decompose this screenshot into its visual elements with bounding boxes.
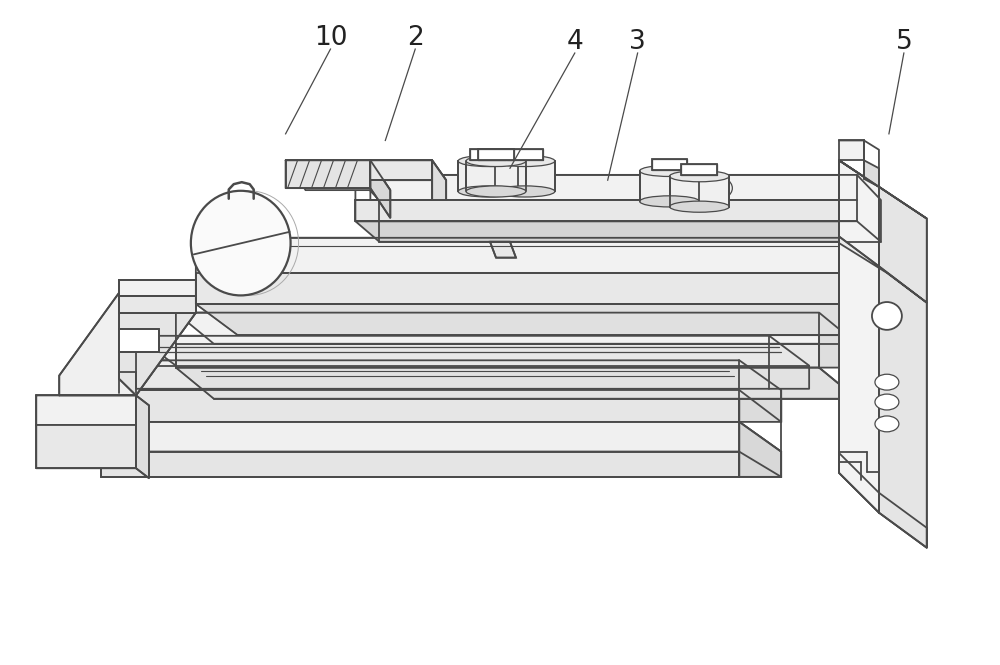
Polygon shape [355,200,857,221]
Polygon shape [839,453,927,548]
Polygon shape [370,160,446,180]
Ellipse shape [458,156,518,166]
Polygon shape [839,160,927,219]
Ellipse shape [670,201,729,212]
Polygon shape [490,242,516,257]
Ellipse shape [466,156,526,166]
Text: 2: 2 [407,25,424,51]
Polygon shape [136,336,809,366]
Polygon shape [136,396,149,478]
Polygon shape [355,175,881,200]
Polygon shape [839,238,881,304]
Polygon shape [739,360,781,422]
Polygon shape [59,293,196,396]
Polygon shape [839,140,864,160]
Polygon shape [136,366,769,389]
Polygon shape [101,422,781,452]
Polygon shape [286,160,370,188]
Polygon shape [640,171,699,201]
Polygon shape [119,279,196,296]
Circle shape [875,374,899,390]
Polygon shape [119,293,196,396]
Polygon shape [36,396,136,425]
Polygon shape [839,160,879,513]
Ellipse shape [466,186,526,197]
Polygon shape [879,187,927,548]
Polygon shape [370,160,432,180]
Text: 5: 5 [896,29,912,55]
Polygon shape [196,273,839,304]
Ellipse shape [670,171,729,182]
Polygon shape [101,452,739,477]
Polygon shape [370,160,390,218]
Polygon shape [355,221,881,242]
Polygon shape [196,304,881,335]
Ellipse shape [690,175,732,201]
Circle shape [875,416,899,432]
Polygon shape [739,422,781,477]
Polygon shape [819,313,857,368]
Polygon shape [101,390,739,422]
Ellipse shape [640,166,699,176]
Ellipse shape [495,156,555,166]
Polygon shape [119,296,196,313]
Polygon shape [470,149,506,160]
Polygon shape [864,160,879,187]
Polygon shape [458,161,518,192]
Polygon shape [495,161,555,192]
Polygon shape [769,336,809,389]
Polygon shape [176,344,819,368]
Ellipse shape [191,191,291,295]
Polygon shape [652,159,687,170]
Ellipse shape [872,302,902,330]
Polygon shape [681,164,717,175]
Circle shape [875,394,899,410]
Polygon shape [432,160,446,200]
Polygon shape [857,175,881,221]
Polygon shape [36,425,136,468]
Ellipse shape [458,186,518,197]
Text: 3: 3 [629,29,646,55]
Polygon shape [507,149,543,160]
Polygon shape [466,161,526,192]
Ellipse shape [640,196,699,207]
Polygon shape [196,238,881,273]
Ellipse shape [495,186,555,197]
Polygon shape [119,329,159,352]
Polygon shape [839,237,927,303]
Text: 10: 10 [314,25,347,51]
Polygon shape [286,160,390,190]
Polygon shape [176,368,857,399]
Polygon shape [176,313,857,344]
Text: 4: 4 [566,29,583,55]
Polygon shape [478,149,514,160]
Polygon shape [670,176,729,207]
Polygon shape [101,360,781,390]
